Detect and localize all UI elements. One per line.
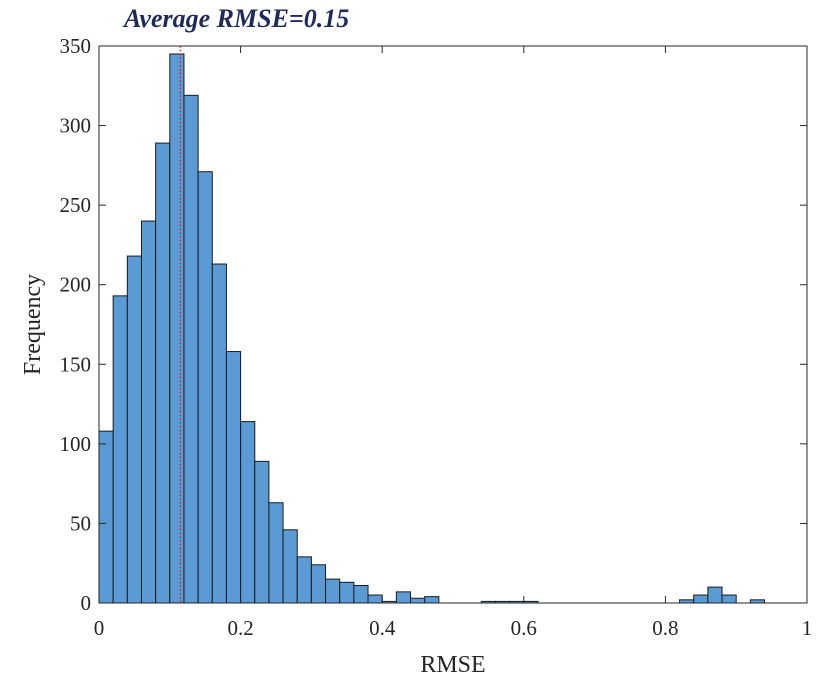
histogram-bar <box>211 263 227 604</box>
x-tick-label: 1 <box>802 616 813 640</box>
y-tick-label: 150 <box>60 352 92 376</box>
histogram-bar <box>155 142 171 604</box>
histogram-bar <box>268 502 284 604</box>
histogram-bar <box>424 596 440 604</box>
y-tick-label: 350 <box>60 34 92 58</box>
x-tick-label: 0 <box>94 616 105 640</box>
histogram-bar <box>126 255 142 604</box>
histogram-bar <box>325 578 341 604</box>
histogram-bar <box>310 564 327 604</box>
y-tick-label: 0 <box>81 591 92 615</box>
histogram-bar <box>183 94 199 604</box>
histogram-bar <box>353 584 369 604</box>
histogram-bar <box>721 594 737 604</box>
x-tick-label: 0.8 <box>652 616 678 640</box>
histogram-bar <box>282 529 298 604</box>
y-axis-title: Frequency <box>20 274 46 375</box>
histogram-bar <box>410 597 426 604</box>
plot-frame <box>98 45 808 604</box>
histogram-bar <box>225 351 242 604</box>
histogram-bar <box>98 430 114 604</box>
x-axis-title: RMSE <box>420 652 485 678</box>
histogram-bar <box>197 171 213 604</box>
histogram-bar <box>296 556 312 604</box>
histogram-bar <box>240 421 256 604</box>
y-tick-label: 100 <box>60 432 92 456</box>
x-tick-label: 0.6 <box>511 616 537 640</box>
histogram-bar <box>112 295 128 604</box>
x-axis: 0 0.2 0.4 0.6 0.8 1 <box>94 46 813 640</box>
y-tick-label: 250 <box>60 193 92 217</box>
y-tick-label: 50 <box>70 511 91 535</box>
histogram-bar <box>254 460 270 604</box>
histogram-bar <box>395 591 412 604</box>
histogram-bar <box>707 586 723 604</box>
histogram-bar <box>367 594 383 604</box>
x-tick-label: 0.4 <box>369 616 396 640</box>
histogram-bar <box>693 594 709 604</box>
y-tick-label: 300 <box>60 114 92 138</box>
x-tick-label: 0.2 <box>227 616 253 640</box>
histogram-bar <box>339 581 355 604</box>
histogram-bar <box>169 53 185 604</box>
histogram-bar <box>140 220 157 604</box>
y-tick-label: 200 <box>60 273 92 297</box>
y-axis: 0 50 100 150 200 250 300 350 <box>60 34 807 615</box>
chart-title: Average RMSE=0.15 <box>122 4 349 33</box>
bars-group <box>98 53 766 604</box>
